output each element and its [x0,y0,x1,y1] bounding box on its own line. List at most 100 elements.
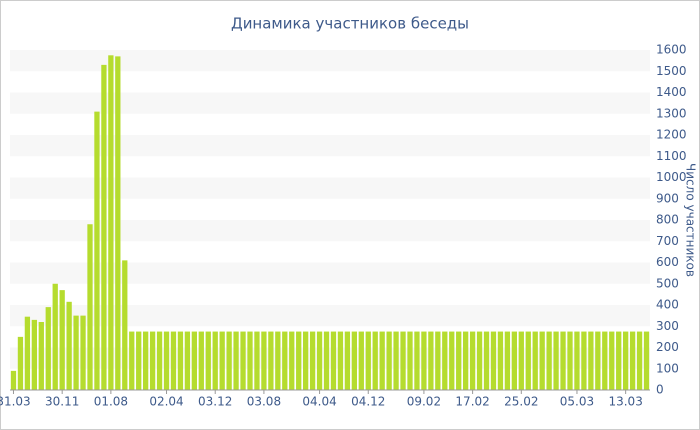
bar [532,331,538,390]
x-tick-label: 02.04 [149,395,183,409]
bar [115,56,121,390]
x-tick-label: 09.02 [407,395,441,409]
bar [553,331,559,390]
bar [240,331,246,390]
bar [309,331,316,390]
bar [442,331,448,390]
y-tick-label: 1100 [656,149,687,163]
y-tick-label: 100 [656,361,679,375]
grid-band [10,92,650,114]
bar [268,331,274,390]
bar [254,331,260,390]
bar [282,331,288,390]
bar [219,331,225,390]
bar [358,331,364,390]
bar [525,331,531,390]
bar [386,331,392,390]
x-tick-label: 17.02 [455,395,489,409]
bar [539,331,545,390]
y-tick-label: 800 [656,213,679,227]
bar [59,290,65,390]
bar [143,331,149,390]
bar [303,331,309,390]
bar [636,331,643,390]
bar [365,331,371,390]
x-tick-label: 31.03 [0,395,31,409]
bar [108,55,114,390]
bar [504,331,511,390]
y-tick-label: 1600 [656,43,687,57]
y-tick-label: 300 [656,319,679,333]
x-tick-label: 13.03 [608,395,642,409]
bar [623,331,629,390]
grid-band [10,220,650,242]
bar [393,331,399,390]
bar [129,331,135,390]
bar [101,64,107,390]
bar [24,316,31,390]
chart-title: Динамика участников беседы [231,15,469,33]
bar [296,331,302,390]
bar [316,331,323,390]
bar [476,331,483,390]
bar [31,319,37,390]
bar [45,307,51,390]
bar [163,331,170,390]
bar [344,331,351,390]
bar [323,331,330,390]
bar [643,331,650,390]
bar [212,331,218,390]
bar [574,331,580,390]
bar [407,331,413,390]
y-tick-label: 900 [656,191,679,205]
bar [191,331,197,390]
bar [469,331,476,390]
x-tick-label: 04.12 [351,395,385,409]
y-tick-label: 200 [656,340,679,354]
bar [52,283,58,390]
y-tick-label: 400 [656,298,679,312]
bar [136,331,142,390]
x-tick-label: 04.04 [302,395,336,409]
bar [483,331,490,390]
bar [560,331,566,390]
bar [616,331,622,390]
y-tick-label: 1200 [656,128,687,142]
bar [511,331,517,390]
bar [330,331,337,390]
bar [198,331,204,390]
y-tick-label: 1400 [656,85,687,99]
y-tick-label: 1000 [656,170,687,184]
bar [73,315,79,390]
bar [226,331,232,390]
bar [261,331,267,390]
bar [233,331,239,390]
grid-band [10,135,650,157]
bar [80,315,86,390]
y-tick-label: 1500 [656,64,687,78]
bar [379,331,385,390]
grid-band [10,177,650,199]
bar [463,331,469,390]
bar [490,331,497,390]
bar [595,331,601,390]
x-tick-label: 30.11 [45,395,79,409]
bar [156,331,163,390]
bar [609,331,615,390]
bar [449,331,455,390]
bar [122,260,128,390]
y-tick-label: 600 [656,255,679,269]
bar [247,331,253,390]
bar [289,331,295,390]
y-tick-label: 1300 [656,106,687,120]
bar [170,331,177,390]
y-tick-label: 700 [656,234,679,248]
bar [629,331,636,390]
x-tick-label: 25.02 [504,395,538,409]
grid-band [10,305,650,327]
y-tick-label: 500 [656,276,679,290]
bar [602,331,608,390]
bar [275,331,281,390]
bar [421,331,427,390]
